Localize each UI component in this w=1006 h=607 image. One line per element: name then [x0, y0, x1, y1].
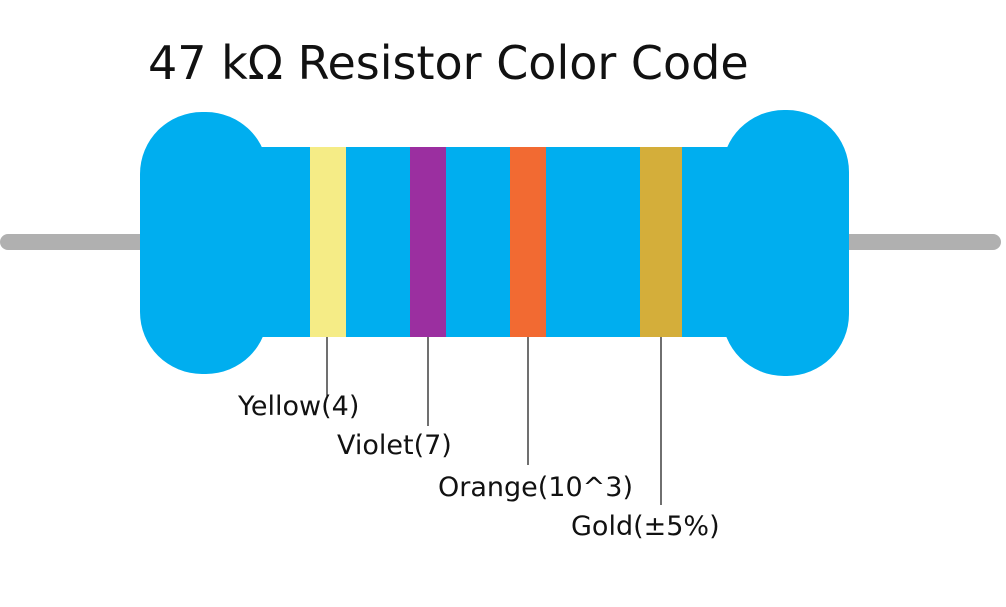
page-title: 47 kΩ Resistor Color Code [148, 36, 749, 90]
resistor-body [140, 110, 849, 376]
band-violet [410, 147, 446, 337]
band-label-violet: Violet(7) [337, 430, 452, 461]
band-label-orange: Orange(10^3) [438, 472, 633, 503]
band-label-yellow: Yellow(4) [237, 391, 359, 422]
band-yellow [310, 147, 346, 337]
band-orange [510, 147, 546, 337]
resistor [0, 110, 1001, 376]
color-bands [310, 147, 682, 337]
band-leader-lines [326, 337, 662, 505]
band-gold [640, 147, 682, 337]
band-label-gold: Gold(±5%) [571, 511, 720, 542]
band-labels: Yellow(4) Violet(7) Orange(10^3) Gold(±5%) [237, 391, 720, 542]
